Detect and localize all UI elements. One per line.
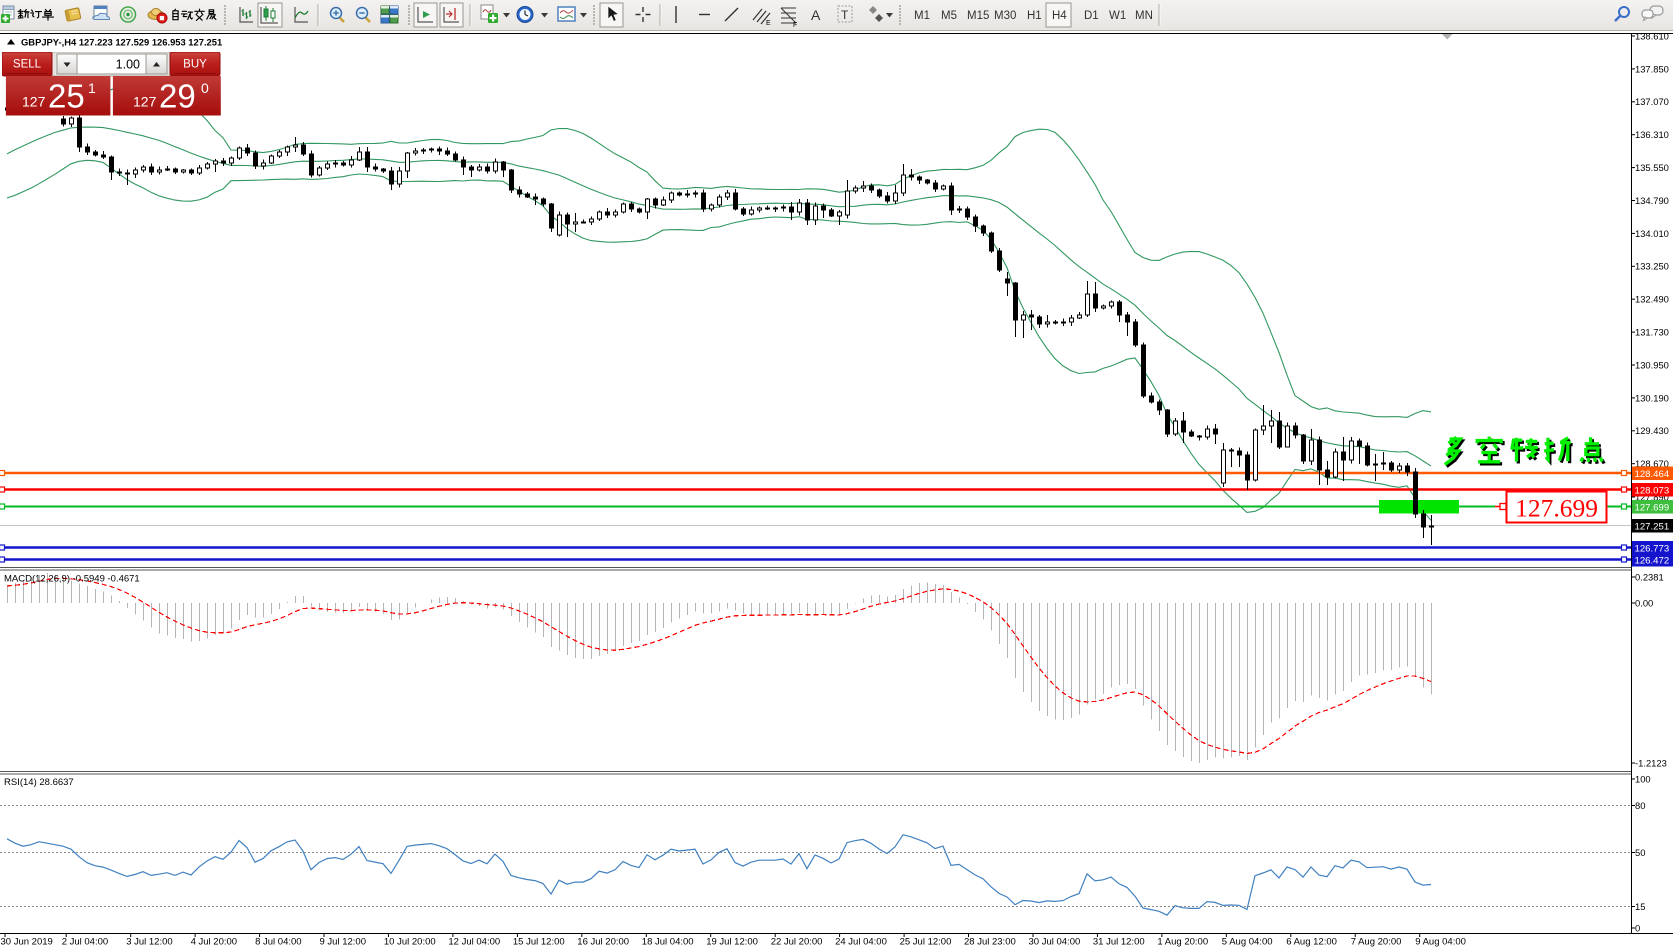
svg-text:SELL: SELL [13, 59, 42, 71]
svg-text:M30: M30 [994, 10, 1016, 22]
svg-text:138.610: 138.610 [1635, 33, 1669, 41]
svg-text:15: 15 [1635, 901, 1645, 912]
svg-text:134.010: 134.010 [1635, 228, 1669, 239]
svg-text:MN: MN [1135, 10, 1153, 22]
svg-text:130.190: 130.190 [1635, 392, 1669, 403]
svg-text:127.251: 127.251 [1635, 521, 1670, 532]
svg-text:19 Jul 12:00: 19 Jul 12:00 [706, 937, 758, 947]
svg-text:9 Jul 12:00: 9 Jul 12:00 [320, 937, 366, 947]
svg-text:30 Jul 04:00: 30 Jul 04:00 [1029, 937, 1081, 947]
svg-text:131.730: 131.730 [1635, 327, 1669, 338]
svg-text:M5: M5 [941, 10, 957, 22]
svg-text:4 Jul 20:00: 4 Jul 20:00 [191, 937, 237, 947]
svg-text:100: 100 [1635, 773, 1651, 784]
svg-text:D1: D1 [1084, 10, 1099, 22]
svg-text:31 Jul 12:00: 31 Jul 12:00 [1093, 937, 1145, 947]
svg-text:126.472: 126.472 [1635, 555, 1670, 566]
svg-text:9 Aug 04:00: 9 Aug 04:00 [1415, 937, 1466, 947]
svg-text:W1: W1 [1109, 10, 1126, 22]
svg-text:1 Aug 20:00: 1 Aug 20:00 [1157, 937, 1208, 947]
svg-text:-1.2123: -1.2123 [1635, 757, 1667, 768]
svg-text:22 Jul 20:00: 22 Jul 20:00 [771, 937, 823, 947]
svg-text:30 Jun 2019: 30 Jun 2019 [1, 937, 53, 947]
svg-text:18 Jul 04:00: 18 Jul 04:00 [642, 937, 694, 947]
svg-text:129.430: 129.430 [1635, 425, 1669, 436]
svg-text:127.699: 127.699 [1635, 502, 1670, 513]
svg-text:H1: H1 [1027, 10, 1042, 22]
svg-text:5 Aug 04:00: 5 Aug 04:00 [1222, 937, 1273, 947]
svg-text:8 Jul 04:00: 8 Jul 04:00 [255, 937, 301, 947]
svg-text:F: F [793, 22, 797, 29]
svg-text:133.250: 133.250 [1635, 261, 1669, 272]
svg-text:50: 50 [1635, 847, 1645, 858]
svg-text:10 Jul 20:00: 10 Jul 20:00 [384, 937, 436, 947]
svg-text:127: 127 [133, 94, 157, 110]
svg-text:126.773: 126.773 [1635, 543, 1670, 554]
svg-text:80: 80 [1635, 800, 1645, 811]
svg-text:2 Jul 04:00: 2 Jul 04:00 [62, 937, 108, 947]
svg-text:M1: M1 [914, 10, 930, 22]
svg-text:25: 25 [48, 78, 85, 115]
svg-text:0.00: 0.00 [1635, 597, 1653, 608]
svg-text:128.670: 128.670 [1635, 458, 1669, 469]
svg-text:1.00: 1.00 [116, 58, 140, 72]
svg-text:16 Jul 20:00: 16 Jul 20:00 [577, 937, 629, 947]
svg-text:134.790: 134.790 [1635, 195, 1669, 206]
svg-text:28 Jul 23:00: 28 Jul 23:00 [964, 937, 1016, 947]
svg-text:E: E [766, 20, 771, 27]
svg-text:128.073: 128.073 [1635, 485, 1670, 496]
svg-text:24 Jul 04:00: 24 Jul 04:00 [835, 937, 887, 947]
svg-text:7 Aug 20:00: 7 Aug 20:00 [1351, 937, 1402, 947]
svg-text:127: 127 [22, 94, 46, 110]
svg-text:3 Jul 12:00: 3 Jul 12:00 [126, 937, 172, 947]
svg-text:137.070: 137.070 [1635, 96, 1669, 107]
svg-text:A: A [811, 7, 821, 23]
svg-text:RSI(14) 28.6637: RSI(14) 28.6637 [4, 777, 74, 788]
svg-text:0: 0 [1635, 922, 1640, 933]
svg-text:0.2381: 0.2381 [1635, 571, 1664, 582]
svg-text:12 Jul 04:00: 12 Jul 04:00 [448, 937, 500, 947]
svg-text:BUY: BUY [183, 59, 207, 71]
svg-text:127.890: 127.890 [1635, 491, 1669, 502]
svg-text:H4: H4 [1052, 10, 1067, 22]
svg-text:GBPJPY-,H4 127.223 127.529 12: GBPJPY-,H4 127.223 127.529 126.953 127.2… [21, 37, 222, 48]
svg-text:15 Jul 12:00: 15 Jul 12:00 [513, 937, 565, 947]
svg-text:136.310: 136.310 [1635, 129, 1669, 140]
svg-text:130.950: 130.950 [1635, 359, 1669, 370]
svg-text:127.699: 127.699 [1515, 494, 1598, 523]
svg-text:6 Aug 12:00: 6 Aug 12:00 [1286, 937, 1337, 947]
svg-text:135.550: 135.550 [1635, 162, 1669, 173]
svg-text:1: 1 [88, 80, 96, 96]
svg-text:MACD(12,26,9) -0.5949 -0.4671: MACD(12,26,9) -0.5949 -0.4671 [4, 574, 140, 585]
svg-text:T: T [841, 8, 849, 22]
svg-text:137.850: 137.850 [1635, 63, 1669, 74]
svg-text:128.464: 128.464 [1635, 469, 1670, 480]
svg-text:0: 0 [201, 80, 209, 96]
svg-text:M15: M15 [967, 10, 989, 22]
svg-text:29: 29 [159, 78, 196, 115]
svg-text:25 Jul 12:00: 25 Jul 12:00 [900, 937, 952, 947]
svg-text:132.490: 132.490 [1635, 294, 1669, 305]
